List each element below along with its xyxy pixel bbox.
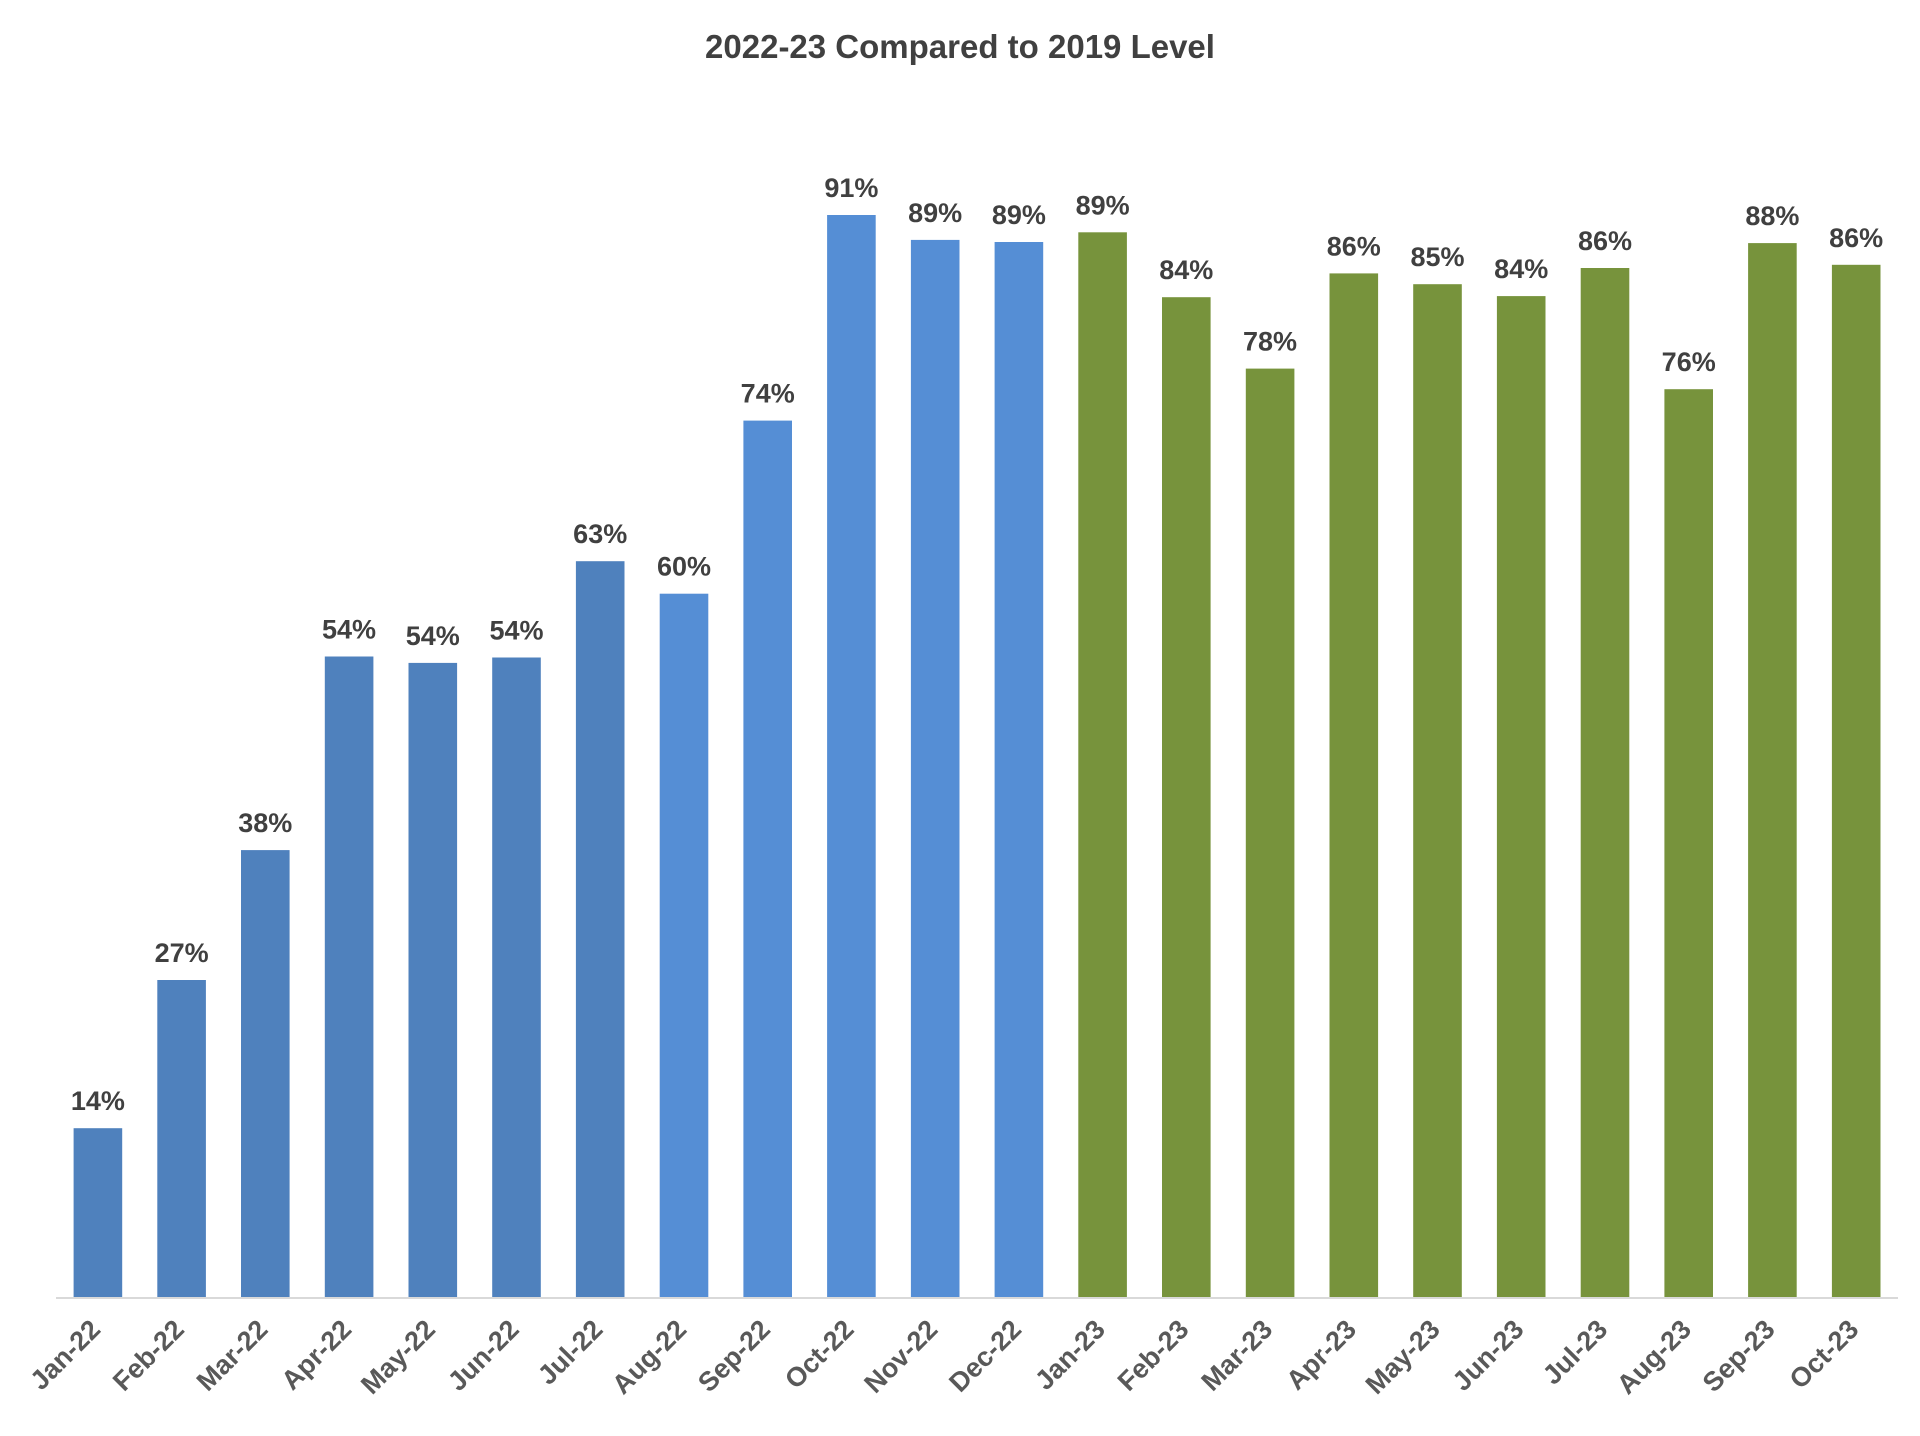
bar-oct-23	[1831, 264, 1881, 1297]
x-tick-label-feb-22: Feb-22	[107, 1314, 190, 1397]
data-label-aug-22: 60%	[657, 552, 711, 582]
bar-may-22	[408, 662, 458, 1297]
bar-jun-23	[1496, 296, 1546, 1298]
x-tick-label-may-23: May-23	[1360, 1314, 1446, 1400]
bar-jul-22	[575, 561, 625, 1297]
x-tick-label-mar-22: Mar-22	[191, 1314, 274, 1397]
x-tick-label-sep-22: Sep-22	[692, 1314, 776, 1398]
data-label-apr-22: 54%	[322, 615, 376, 645]
bar-group	[73, 215, 1881, 1298]
x-tick-label-may-22: May-22	[355, 1314, 441, 1400]
data-label-dec-22: 89%	[992, 200, 1046, 230]
x-tick-label-mar-23: Mar-23	[1195, 1314, 1278, 1397]
bar-oct-22	[827, 215, 876, 1297]
data-label-feb-23: 84%	[1159, 255, 1213, 285]
bar-dec-22	[994, 242, 1044, 1297]
bar-jan-22	[73, 1128, 123, 1297]
bar-apr-23	[1329, 273, 1379, 1297]
x-tick-label-feb-23: Feb-23	[1112, 1314, 1195, 1397]
data-label-may-22: 54%	[406, 621, 460, 651]
bar-jan-23	[1078, 232, 1127, 1297]
chart-title: 2022-23 Compared to 2019 Level	[705, 28, 1215, 65]
bar-jul-23	[1580, 268, 1630, 1297]
data-label-jul-22: 63%	[573, 519, 627, 549]
x-tick-label-jun-22: Jun-22	[442, 1314, 525, 1397]
data-label-oct-23: 86%	[1829, 223, 1883, 253]
data-label-feb-22: 27%	[155, 938, 209, 968]
bar-jun-22	[492, 657, 541, 1297]
data-label-apr-23: 86%	[1327, 231, 1381, 261]
bar-feb-22	[157, 980, 206, 1297]
data-label-oct-22: 91%	[824, 173, 878, 203]
data-label-nov-22: 89%	[908, 198, 962, 228]
bar-mar-22	[241, 850, 290, 1297]
data-label-may-23: 85%	[1410, 242, 1464, 272]
data-label-jan-23: 89%	[1076, 190, 1130, 220]
bar-aug-23	[1664, 389, 1713, 1297]
bar-apr-22	[324, 656, 374, 1297]
x-tick-label-aug-23: Aug-23	[1611, 1314, 1697, 1400]
x-tick-label-aug-22: Aug-22	[606, 1314, 692, 1400]
bar-aug-22	[659, 593, 709, 1297]
x-tick-label-sep-23: Sep-23	[1697, 1314, 1781, 1398]
bar-nov-22	[910, 239, 960, 1297]
x-tick-label-apr-22: Apr-22	[276, 1314, 358, 1396]
data-label-jan-22: 14%	[71, 1086, 125, 1116]
data-label-jun-23: 84%	[1494, 254, 1548, 284]
x-tick-label-jul-22: Jul-22	[532, 1314, 608, 1390]
data-label-group: 14% 27% 38% 54% 54% 54% 63% 60% 74% 91% 89% 89% 89% 8…	[71, 173, 1883, 1116]
data-label-mar-22: 38%	[238, 808, 292, 838]
bar-sep-23	[1748, 243, 1797, 1298]
x-tick-label-jun-23: Jun-23	[1447, 1314, 1530, 1397]
bar-mar-23	[1245, 368, 1295, 1298]
data-label-mar-23: 78%	[1243, 327, 1297, 357]
data-label-sep-22: 74%	[741, 379, 795, 409]
x-tick-label-jan-22: Jan-22	[24, 1314, 106, 1396]
x-tick-label-jul-23: Jul-23	[1537, 1314, 1613, 1390]
x-tick-label-jan-23: Jan-23	[1029, 1314, 1111, 1396]
x-tick-label-apr-23: Apr-23	[1280, 1314, 1362, 1396]
bar-sep-22	[743, 420, 792, 1298]
x-tick-label-dec-22: Dec-22	[943, 1314, 1027, 1398]
data-label-jun-22: 54%	[489, 616, 543, 646]
data-label-jul-23: 86%	[1578, 226, 1632, 256]
x-tick-label-nov-22: Nov-22	[858, 1314, 943, 1399]
x-tick-label-oct-22: Oct-22	[779, 1314, 860, 1395]
x-tick-label-oct-23: Oct-23	[1784, 1314, 1865, 1395]
bar-feb-23	[1162, 297, 1211, 1297]
bar-may-23	[1413, 284, 1462, 1297]
data-label-sep-23: 88%	[1745, 201, 1799, 231]
data-label-aug-23: 76%	[1662, 347, 1716, 377]
